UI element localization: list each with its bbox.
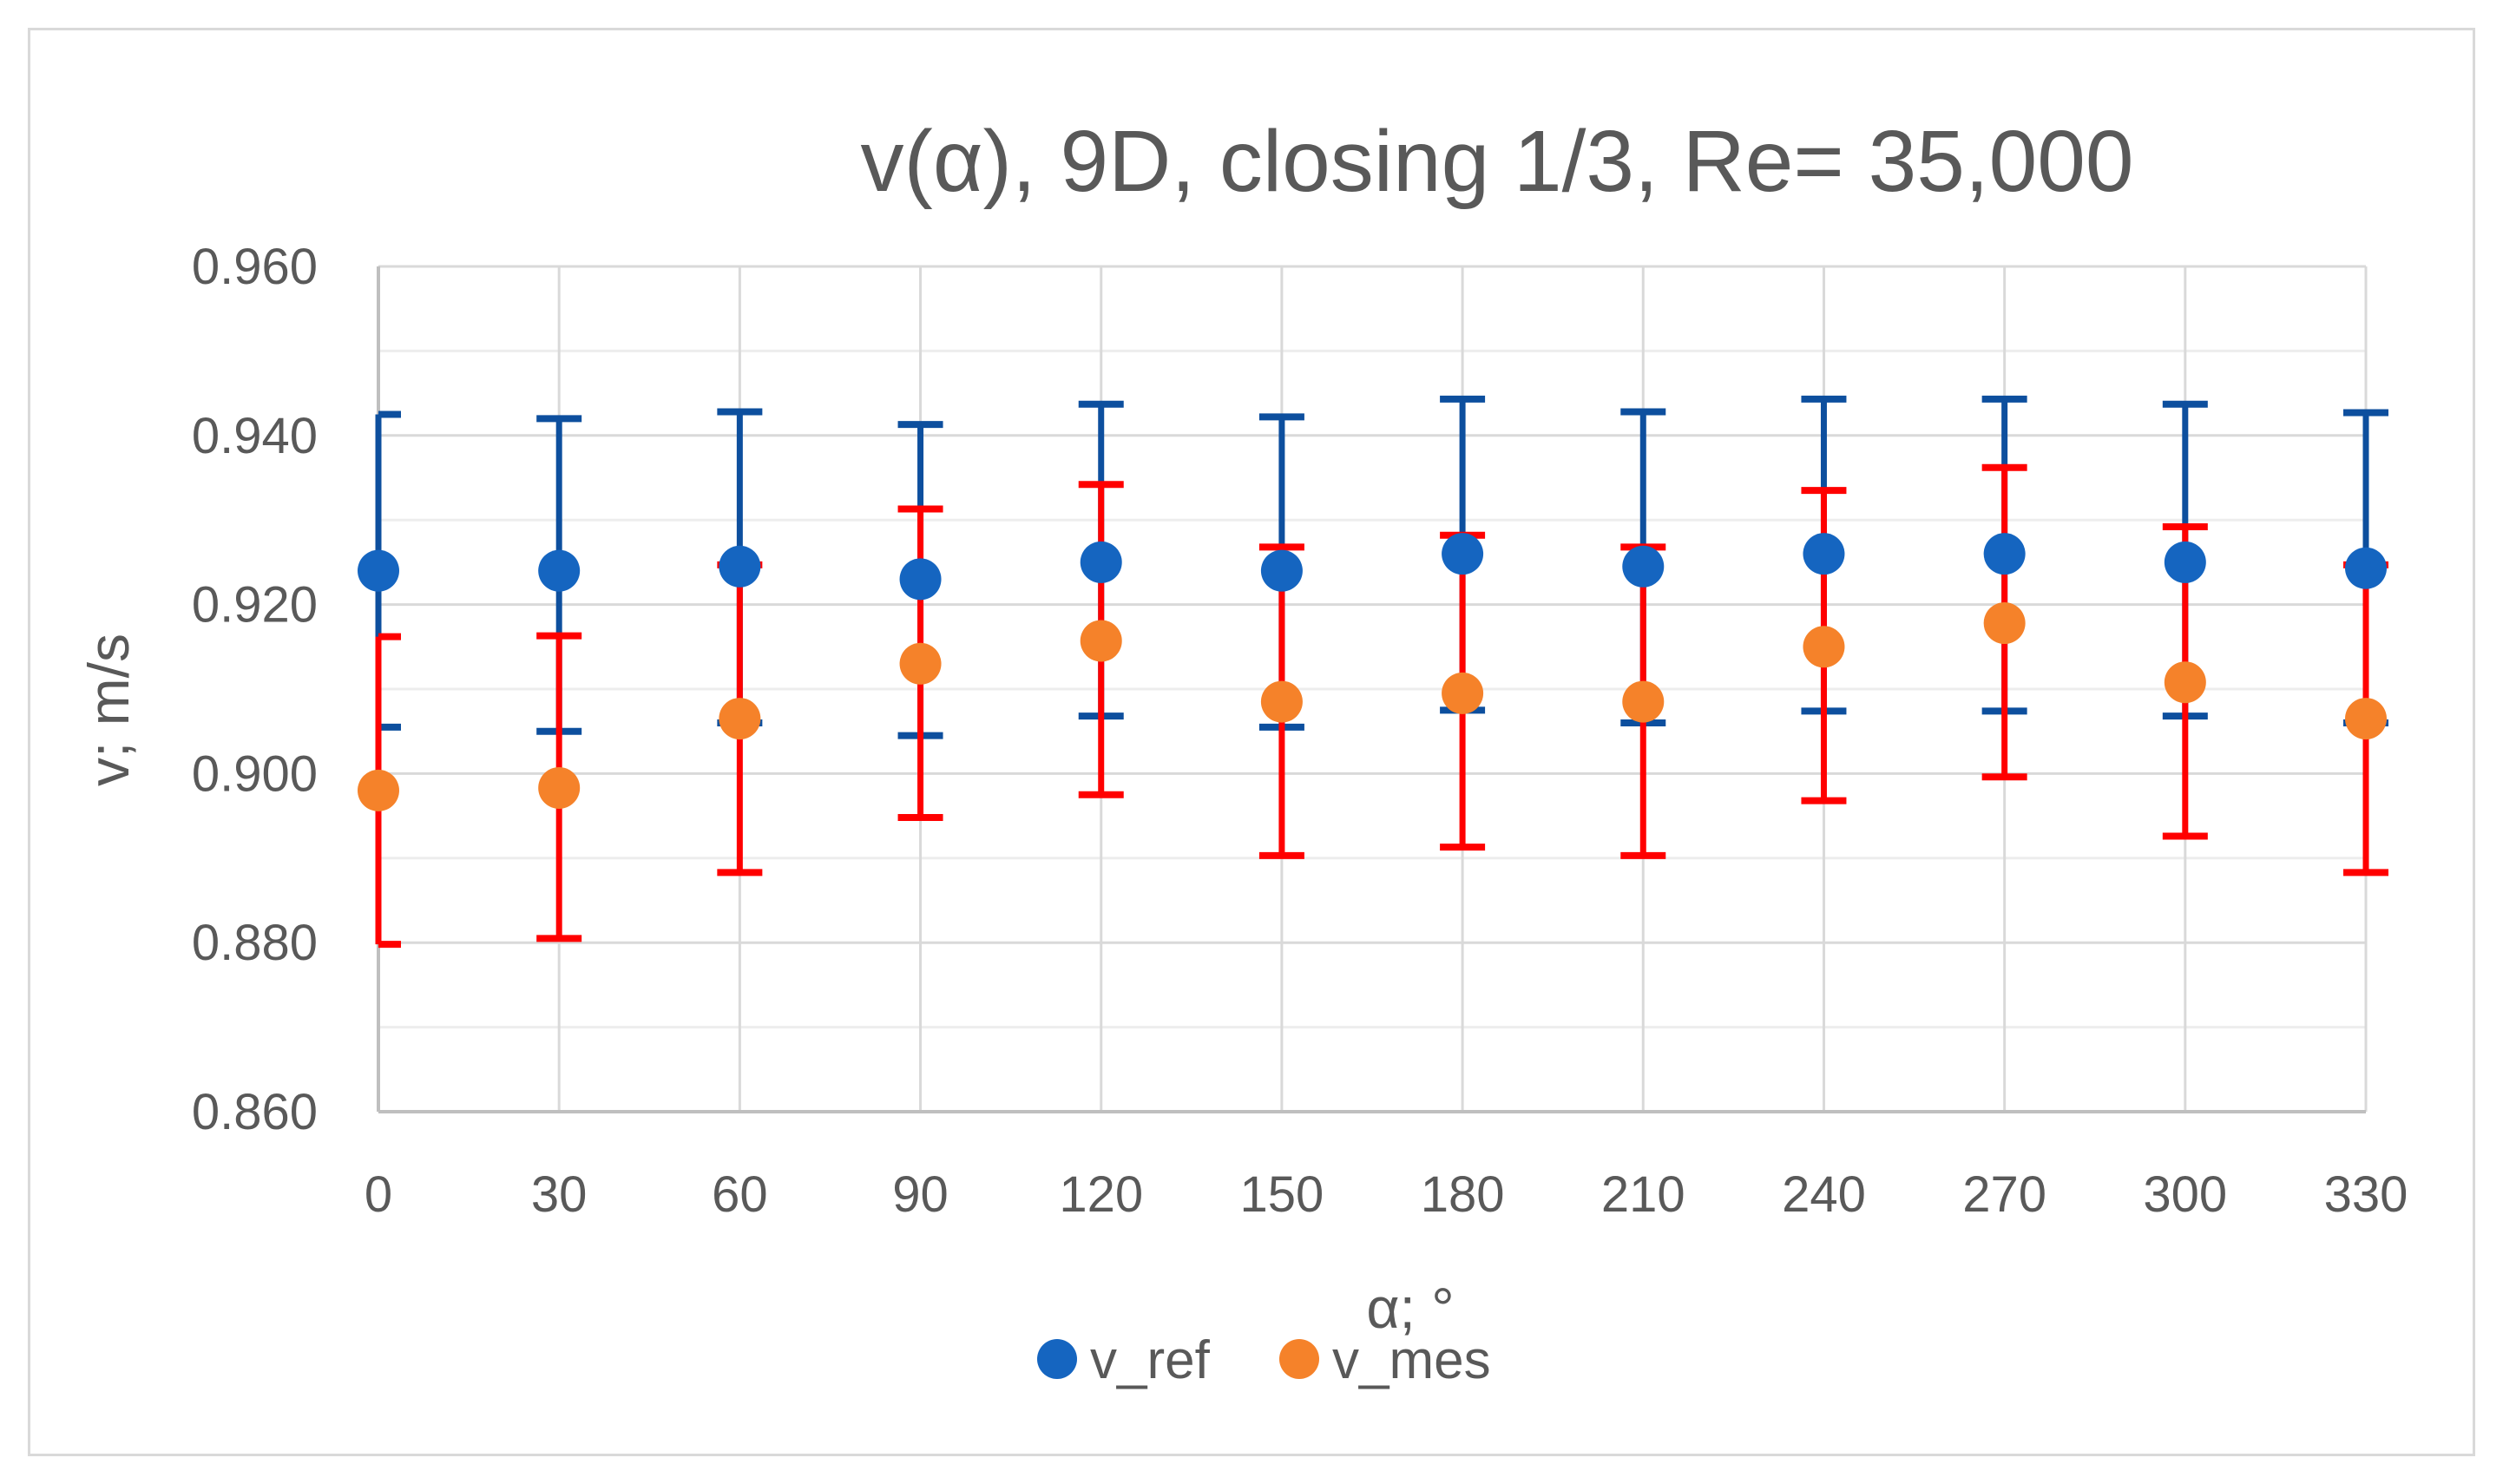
data-point [2345, 698, 2387, 740]
y-axis-title: v; m/s [76, 634, 141, 786]
data-point [1983, 533, 2026, 575]
x-tick-label: 180 [1421, 1166, 1505, 1223]
points-v-mes [358, 602, 2387, 811]
x-tick-label: 240 [1782, 1166, 1866, 1223]
data-point [358, 549, 399, 592]
y-tick-label: 0.900 [192, 745, 318, 802]
chart-title: v(α), 9D, closing 1/3, Re= 35,000 [861, 113, 2134, 210]
data-point [2164, 541, 2206, 583]
data-point [899, 558, 942, 601]
points-v-ref [358, 533, 2387, 601]
y-tick-label: 0.940 [192, 408, 318, 464]
x-tick-label: 270 [1962, 1166, 2046, 1223]
data-point [1080, 541, 1122, 583]
data-point [1803, 533, 1845, 575]
x-tick-label: 330 [2324, 1166, 2408, 1223]
y-tick-labels: 0.860 0.880 0.900 0.920 0.940 0.960 [192, 239, 318, 1140]
gridlines [377, 265, 2368, 1113]
data-point [1622, 545, 1665, 588]
legend: v_ref v_mes [1037, 1330, 1491, 1390]
x-tick-label: 0 [365, 1166, 392, 1223]
error-bars-v-mes [375, 463, 2388, 949]
legend-label-v-ref: v_ref [1090, 1330, 1211, 1390]
y-tick-label: 0.860 [192, 1084, 318, 1140]
x-tick-label: 210 [1601, 1166, 1685, 1223]
x-tick-label: 300 [2143, 1166, 2227, 1223]
data-point [899, 642, 942, 685]
legend-label-v-mes: v_mes [1332, 1330, 1491, 1390]
y-tick-label: 0.880 [192, 915, 318, 971]
data-point [1622, 680, 1665, 723]
x-tick-label: 120 [1059, 1166, 1143, 1223]
data-point [538, 549, 581, 592]
data-point [1260, 549, 1303, 592]
data-point [1080, 620, 1122, 662]
x-tick-label: 30 [531, 1166, 588, 1223]
data-point [719, 545, 761, 588]
data-point [1803, 626, 1845, 668]
error-bars-v-ref [375, 395, 2388, 739]
x-tick-label: 60 [712, 1166, 768, 1223]
data-point [1442, 672, 1484, 714]
x-tick-label: 150 [1240, 1166, 1324, 1223]
data-point [1442, 533, 1484, 575]
data-point [358, 769, 399, 811]
x-tick-label: 90 [892, 1166, 949, 1223]
x-tick-labels: 0 30 60 90 120 150 180 210 240 270 300 330 [365, 1166, 2408, 1223]
series [358, 395, 2388, 949]
legend-marker-v-ref [1037, 1339, 1077, 1379]
data-point [538, 766, 581, 809]
data-point [719, 698, 761, 740]
y-tick-label: 0.960 [192, 239, 318, 295]
data-point [2164, 661, 2206, 704]
legend-marker-v-mes [1279, 1339, 1319, 1379]
x-axis-title: α; ° [1366, 1276, 1454, 1340]
data-point [1260, 680, 1303, 723]
data-point [2345, 547, 2387, 589]
data-point [1983, 602, 2026, 645]
y-tick-label: 0.920 [192, 577, 318, 634]
